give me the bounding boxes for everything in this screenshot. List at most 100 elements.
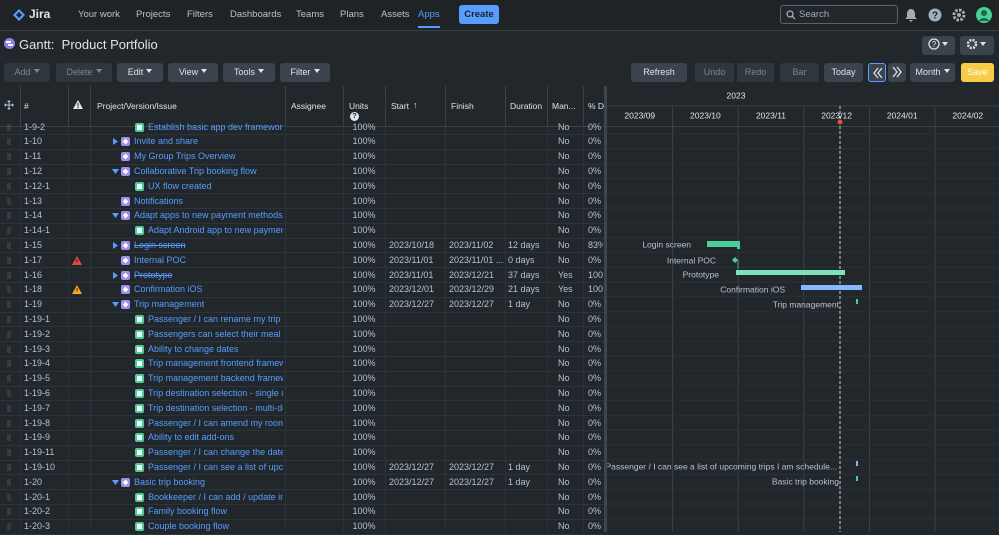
warning-icon[interactable] <box>72 256 82 265</box>
drag-handle[interactable] <box>7 479 11 486</box>
issue-link[interactable]: Internal POC <box>134 253 283 268</box>
task-bar[interactable] <box>856 299 858 304</box>
drag-handle[interactable] <box>7 183 11 190</box>
column-header[interactable]: % Done <box>588 101 604 111</box>
issue-link[interactable]: Passengers can select their meal o... <box>148 327 283 342</box>
warning-icon[interactable] <box>72 285 82 294</box>
column-header[interactable]: Units <box>349 101 383 111</box>
expand-toggle[interactable] <box>112 272 119 279</box>
drag-handle[interactable] <box>7 434 11 441</box>
toolbar-button[interactable]: Tools <box>223 63 275 82</box>
expand-toggle[interactable] <box>112 242 119 249</box>
issue-link[interactable]: UX flow created <box>148 179 283 194</box>
issue-link[interactable]: Trip management frontend framew... <box>148 356 283 371</box>
issue-link[interactable]: Adapt Android app to new paymen... <box>148 223 283 238</box>
drag-handle[interactable] <box>7 494 11 501</box>
collapse-toggle[interactable] <box>112 212 119 219</box>
issue-link[interactable]: Bookkeeper / I can add / update inv... <box>148 490 283 505</box>
drag-handle[interactable] <box>7 420 11 427</box>
issue-link[interactable]: Trip management <box>134 297 283 312</box>
expand-toggle[interactable] <box>112 138 119 145</box>
toolbar-button[interactable]: View <box>168 63 218 82</box>
task-bar[interactable] <box>736 270 845 275</box>
drag-handle[interactable] <box>7 257 11 264</box>
issue-link[interactable]: Collaborative Trip booking flow <box>134 164 283 179</box>
avatar[interactable] <box>976 7 992 23</box>
drag-handle[interactable] <box>7 464 11 471</box>
drag-handle[interactable] <box>7 153 11 160</box>
drag-handle[interactable] <box>7 405 11 412</box>
settings-icon[interactable] <box>952 8 966 22</box>
issue-link[interactable]: Ability to change dates <box>148 342 283 357</box>
issue-link[interactable]: Notifications <box>134 194 283 209</box>
drag-handle[interactable] <box>7 242 11 249</box>
nav-item[interactable]: Apps <box>418 9 440 28</box>
issue-link[interactable]: Trip management backend framew... <box>148 371 283 386</box>
drag-handle[interactable] <box>7 286 11 293</box>
create-button[interactable]: Create <box>459 5 499 24</box>
drag-handle[interactable] <box>7 508 11 515</box>
drag-handle[interactable] <box>7 316 11 323</box>
issue-link[interactable]: Trip destination selection - multi-dest <box>148 401 283 416</box>
collapse-toggle[interactable] <box>112 479 119 486</box>
product-name[interactable]: Jira <box>29 7 50 21</box>
collapse-toggle[interactable] <box>112 301 119 308</box>
nav-item[interactable]: Teams <box>296 9 324 20</box>
help-menu[interactable]: ? <box>922 36 955 55</box>
drag-handle[interactable] <box>7 523 11 530</box>
issue-link[interactable]: My Group Trips Overview <box>134 149 283 164</box>
nav-item[interactable]: Projects <box>136 9 170 20</box>
task-bar[interactable] <box>801 285 862 290</box>
issue-link[interactable]: Basic trip booking <box>134 475 283 490</box>
column-header[interactable]: Finish <box>451 101 501 111</box>
nav-item[interactable]: Your work <box>78 9 120 20</box>
task-bar[interactable] <box>856 461 858 466</box>
drag-handle[interactable] <box>7 390 11 397</box>
drag-handle[interactable] <box>7 227 11 234</box>
issue-link[interactable]: Family booking flow <box>148 504 283 519</box>
issue-link[interactable]: Login screen <box>134 238 283 253</box>
issue-link[interactable]: Passenger / I can amend my room ... <box>148 416 283 431</box>
search-box[interactable]: Search <box>780 5 898 24</box>
nav-item[interactable]: Assets <box>381 9 410 20</box>
column-header[interactable]: # <box>24 101 64 111</box>
nav-item[interactable]: Filters <box>187 9 213 20</box>
column-header[interactable]: Project/Version/Issue <box>97 101 277 111</box>
toolbar-button[interactable]: Month <box>910 63 955 82</box>
toolbar-button[interactable]: Edit <box>117 63 163 82</box>
drag-handle[interactable] <box>7 212 11 219</box>
toolbar-button[interactable]: Save <box>961 63 994 82</box>
issue-link[interactable]: Prototype <box>134 268 283 283</box>
issue-link[interactable]: Adapt apps to new payment methods <box>134 208 283 223</box>
drag-handle[interactable] <box>7 198 11 205</box>
drag-handle[interactable] <box>7 138 11 145</box>
column-header[interactable]: Assignee <box>291 101 341 111</box>
drag-handle[interactable] <box>7 168 11 175</box>
help-icon[interactable]: ? <box>928 8 942 22</box>
issue-link[interactable]: Passenger / I can see a list of upco... <box>148 460 283 475</box>
nav-item[interactable]: Dashboards <box>230 9 281 20</box>
task-bar[interactable] <box>707 241 740 247</box>
drag-handle[interactable] <box>7 346 11 353</box>
nav-item[interactable]: Plans <box>340 9 364 20</box>
milestone[interactable] <box>732 257 738 263</box>
issue-link[interactable]: Trip destination selection - single d... <box>148 386 283 401</box>
collapse-toggle[interactable] <box>112 168 119 175</box>
settings-menu[interactable] <box>960 36 994 55</box>
toolbar-button[interactable]: Refresh <box>631 63 687 82</box>
drag-handle[interactable] <box>7 360 11 367</box>
drag-handle[interactable] <box>7 301 11 308</box>
drag-handle[interactable] <box>7 272 11 279</box>
drag-handle[interactable] <box>7 124 11 131</box>
issue-link[interactable]: Confirmation iOS <box>134 282 283 297</box>
scroll-button[interactable] <box>888 63 906 82</box>
issue-link[interactable]: Establish basic app dev framework <box>148 120 283 135</box>
toolbar-button[interactable]: Filter <box>280 63 330 82</box>
toolbar-button[interactable]: Today <box>824 63 863 82</box>
jira-logo[interactable] <box>12 8 26 22</box>
drag-handle[interactable] <box>7 375 11 382</box>
scroll-button[interactable] <box>868 63 886 82</box>
issue-link[interactable]: Passenger / I can change the dates ... <box>148 445 283 460</box>
issue-link[interactable]: Invite and share <box>134 134 283 149</box>
notifications-icon[interactable] <box>904 8 918 22</box>
